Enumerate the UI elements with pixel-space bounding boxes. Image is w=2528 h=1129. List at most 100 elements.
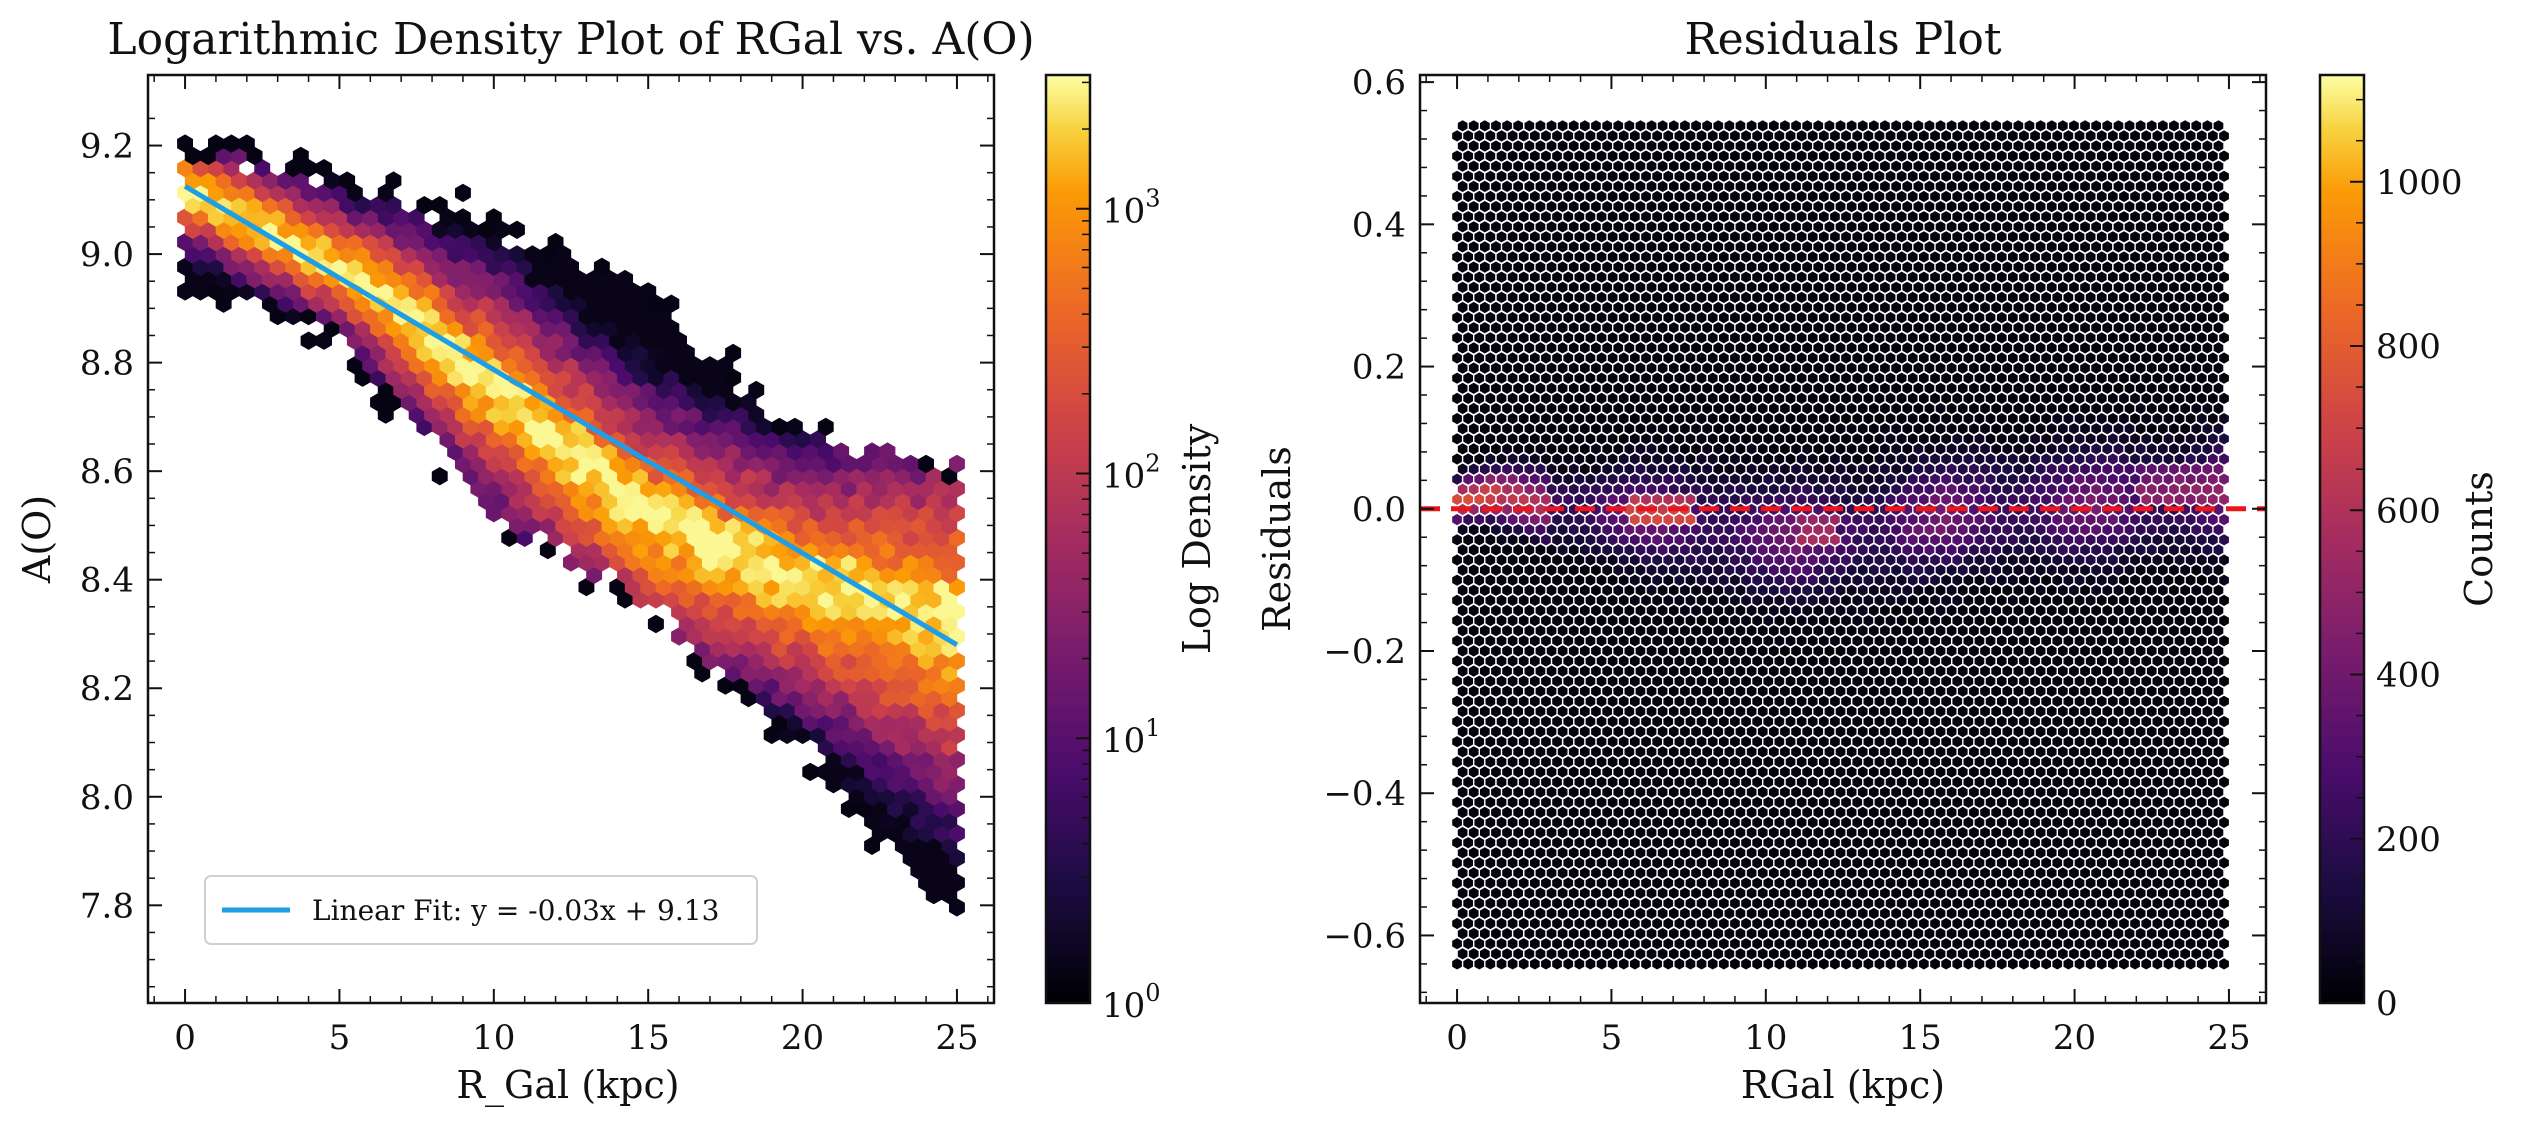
residual-hexbin xyxy=(2069,928,2079,940)
residual-hexbin xyxy=(1880,625,1890,637)
residual-hexbin xyxy=(1607,917,1618,930)
residual-hexbin xyxy=(1752,433,1762,445)
density-hexbin xyxy=(894,688,911,708)
residual-hexbin xyxy=(1885,796,1896,808)
residual-hexbin xyxy=(1707,635,1718,647)
density-hexbin xyxy=(871,775,888,794)
residual-hexbin xyxy=(2030,837,2040,849)
residual-hexbin xyxy=(1502,887,1512,899)
residual-hexbin xyxy=(1757,827,1768,839)
residual-hexbin xyxy=(1957,564,1968,576)
residual-hexbin xyxy=(1824,665,1835,677)
residual-hexbin xyxy=(1807,534,1818,546)
residual-hexbin xyxy=(1513,887,1523,899)
residual-hexbin xyxy=(1641,594,1651,606)
residual-hexbin xyxy=(1641,453,1651,465)
residual-hexbin xyxy=(1641,756,1651,768)
residual-hexbin xyxy=(1602,928,1612,940)
residual-hexbin xyxy=(1557,847,1568,859)
density-hexbin xyxy=(385,220,402,239)
residual-hexbin xyxy=(2124,746,2135,758)
density-hexbin xyxy=(346,356,363,375)
density-hexbin xyxy=(786,713,803,732)
residual-hexbin xyxy=(1552,837,1562,849)
residual-hexbin xyxy=(1835,806,1846,818)
residual-hexbin xyxy=(1580,645,1590,657)
residual-hexbin xyxy=(1813,564,1824,576)
residual-hexbin xyxy=(1524,726,1535,738)
residual-hexbin xyxy=(2091,867,2101,879)
residual-hexbin xyxy=(1869,786,1879,798)
residual-hexbin xyxy=(1857,928,1868,940)
residual-hexbin xyxy=(2030,958,2040,970)
residual-hexbin xyxy=(2074,938,2085,950)
residual-hexbin xyxy=(1496,675,1507,687)
density-hexbin xyxy=(887,775,904,794)
residual-hexbin xyxy=(2052,493,2063,505)
residual-hexbin xyxy=(1874,837,1885,849)
residual-hexbin xyxy=(1530,837,1540,849)
residual-hexbin xyxy=(2108,897,2118,909)
residual-hexbin xyxy=(1841,433,1851,445)
density-hexbin xyxy=(593,454,610,474)
residual-hexbin xyxy=(1963,877,1974,889)
residual-hexbin xyxy=(2085,897,2096,909)
residual-hexbin xyxy=(2085,473,2096,485)
density-hexbin xyxy=(725,491,742,510)
density-hexbin xyxy=(864,762,880,782)
residual-hexbin xyxy=(1630,695,1640,707)
density-hexbin xyxy=(509,417,525,437)
residual-hexbin xyxy=(1796,837,1807,849)
residual-hexbin xyxy=(1969,867,1979,879)
density-hexbin xyxy=(933,701,950,720)
residual-hexbin xyxy=(1719,776,1729,788)
residual-hexbin xyxy=(1957,867,1968,879)
density-hexbin xyxy=(678,565,695,584)
residual-hexbin xyxy=(1513,524,1523,536)
density-hexbin xyxy=(447,393,464,412)
residual-hexbin xyxy=(2063,917,2074,930)
residual-hexbin xyxy=(1735,726,1746,738)
residual-hexbin xyxy=(2069,726,2079,738)
residual-hexbin xyxy=(2102,584,2113,596)
residual-hexbin xyxy=(1702,867,1712,879)
residual-hexbin xyxy=(2008,574,2018,586)
residual-hexbin xyxy=(1824,705,1835,717)
residual-hexbin xyxy=(1491,625,1501,637)
residual-hexbin xyxy=(1696,796,1707,808)
residual-hexbin xyxy=(1691,544,1701,556)
residual-hexbin xyxy=(1813,625,1824,637)
residual-hexbin xyxy=(2052,453,2063,465)
residual-hexbin xyxy=(2152,514,2163,526)
residual-hexbin xyxy=(2002,483,2013,495)
density-hexbin xyxy=(910,713,927,732)
residual-hexbin xyxy=(2058,483,2068,495)
density-hexbin xyxy=(277,171,294,190)
residual-hexbin xyxy=(1969,928,1979,940)
density-hexbin xyxy=(702,504,718,523)
residual-hexbin xyxy=(1874,554,1885,566)
density-hexbin xyxy=(370,319,386,338)
residual-hexbin xyxy=(1480,746,1490,758)
density-hexbin xyxy=(756,639,772,658)
residual-hexbin xyxy=(2208,756,2218,768)
residual-hexbin xyxy=(1669,867,1679,879)
density-hexbin xyxy=(786,590,803,609)
density-hexbin xyxy=(786,565,803,584)
residual-hexbin xyxy=(2158,847,2168,859)
residual-hexbin xyxy=(1902,806,1913,818)
density-hexbin xyxy=(779,430,796,449)
density-hexbin xyxy=(779,479,796,498)
density-hexbin xyxy=(647,540,664,560)
residual-hexbin xyxy=(1663,675,1674,687)
residual-hexbin xyxy=(1468,705,1479,717)
residual-hexbin xyxy=(1574,594,1585,606)
residual-hexbin xyxy=(2113,847,2124,859)
residual-hexbin xyxy=(1991,524,2001,536)
residual-hexbin xyxy=(1974,796,1985,808)
density-hexbin xyxy=(262,269,278,289)
residual-hexbin xyxy=(1846,584,1857,596)
density-hexbin xyxy=(949,577,965,597)
density-hexbin xyxy=(300,306,317,326)
residual-hexbin xyxy=(1957,928,1968,940)
